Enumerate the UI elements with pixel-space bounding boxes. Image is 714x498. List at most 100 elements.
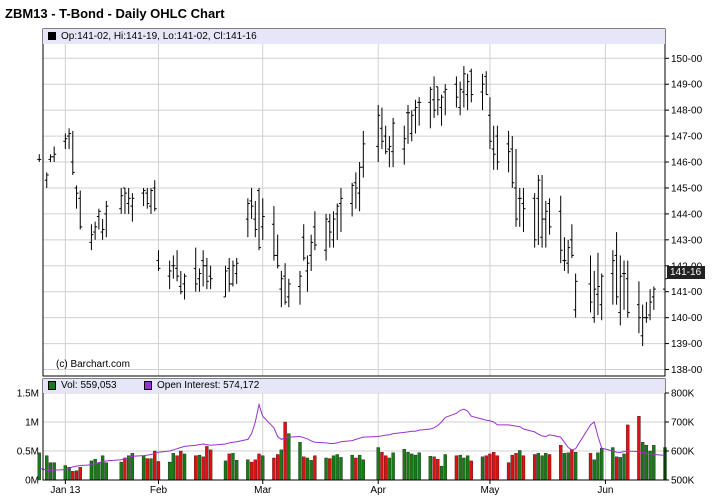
volume-bar: [544, 453, 548, 481]
price-tick-label: 149-00: [671, 80, 703, 91]
volume-bar: [331, 455, 336, 481]
volume-bar: [283, 421, 287, 481]
volume-bar: [48, 462, 53, 481]
volume-bar: [328, 458, 332, 481]
volume-legend-marker: [48, 381, 56, 390]
volume-bar: [570, 449, 574, 481]
volume-bar: [488, 453, 492, 481]
price-tick-label: 146-00: [671, 158, 703, 169]
volume-bar: [119, 461, 123, 481]
volume-bar: [443, 454, 447, 481]
volume-bar: [205, 446, 209, 481]
volume-bar: [428, 456, 433, 481]
volume-bar: [622, 453, 626, 481]
volume-bar: [253, 459, 257, 481]
oi-legend-marker: [144, 381, 152, 390]
volume-bar: [309, 460, 313, 481]
price-panel-frame: [42, 28, 666, 377]
volume-bar: [626, 424, 630, 481]
volume-bar: [596, 452, 600, 481]
price-tick-label: 144-00: [671, 209, 703, 220]
volume-bar: [37, 452, 41, 481]
price-bars: [37, 66, 667, 347]
volume-bar: [458, 454, 462, 481]
date-tick-label: Jan 13: [50, 485, 80, 496]
volume-bar: [417, 452, 421, 481]
volume-bar: [52, 462, 56, 481]
volume-bar: [547, 454, 552, 481]
volume-bar: [387, 457, 392, 481]
price-axis-ticks: 138-00139-00140-00141-00142-00143-00144-…: [665, 54, 703, 376]
volume-bar: [406, 452, 410, 481]
volume-bar: [149, 458, 153, 481]
price-tick-label: 141-00: [671, 287, 703, 298]
volume-legend-band: [43, 379, 665, 393]
chart-title: ZBM13 - T-Bond - Daily OHLC Chart: [5, 6, 225, 21]
volume-bar: [540, 455, 544, 481]
volume-bar: [339, 457, 343, 481]
volume-bar: [223, 460, 228, 481]
volume-bar: [380, 452, 384, 481]
oi-legend: Open Interest: 574,172: [157, 380, 260, 391]
volume-bar: [246, 459, 250, 481]
volume-bar: [484, 455, 488, 481]
volume-bar: [93, 458, 97, 481]
last-price-label: 141-16: [670, 267, 702, 278]
volume-grid: [43, 392, 665, 452]
volume-bar: [644, 445, 649, 481]
volume-bar: [123, 457, 127, 481]
date-axis-ticks: Jan 13 Feb Mar Apr May Jun: [50, 480, 613, 496]
volume-bar: [145, 458, 149, 481]
volume-bar: [402, 449, 406, 481]
volume-bar: [384, 455, 388, 481]
volume-bar: [63, 465, 67, 481]
volume-bar: [376, 447, 380, 481]
volume-bar: [231, 453, 235, 481]
oi-axis-ticks: 500K 600K 700K 800K: [665, 389, 695, 487]
volume-bar: [313, 455, 317, 481]
volume-bar: [413, 454, 418, 481]
volume-bar: [536, 453, 541, 481]
volume-bar: [462, 457, 466, 481]
volume-bar: [465, 455, 470, 481]
volume-bar: [573, 452, 578, 481]
volume-bar: [637, 416, 641, 481]
volume-bar: [410, 453, 414, 481]
volume-bar: [167, 461, 172, 481]
price-tick-label: 139-00: [671, 339, 703, 350]
date-tick-label: Feb: [150, 485, 168, 496]
volume-bar: [130, 453, 135, 481]
volume-bar: [652, 445, 656, 481]
volume-bar: [480, 456, 485, 481]
volume-bar: [182, 453, 187, 481]
volume-bar: [592, 459, 596, 481]
price-tick-label: 145-00: [671, 183, 703, 194]
volume-bar: [275, 454, 280, 481]
volume-bar: [618, 457, 622, 481]
ohlc-legend-marker: [48, 32, 56, 40]
volume-bar: [156, 461, 161, 481]
volume-bar: [171, 453, 176, 481]
volume-bar: [454, 455, 459, 481]
volume-bar: [235, 460, 239, 481]
x-grid: [64, 44, 606, 480]
volume-bar: [506, 462, 511, 481]
copyright-label: (c) Barchart.com: [56, 359, 130, 370]
volume-legend: Vol: 559,053: [61, 380, 117, 391]
volume-bar: [74, 470, 79, 481]
volume-bar: [179, 450, 183, 481]
volume-bar: [648, 450, 652, 481]
volume-bar: [249, 461, 254, 481]
volume-bar: [127, 455, 131, 481]
volume-bar: [141, 455, 146, 481]
volume-bar: [350, 454, 354, 481]
volume-bar: [298, 442, 302, 481]
volume-bar: [257, 453, 261, 481]
volume-bar: [357, 454, 362, 481]
volume-bar: [305, 457, 310, 481]
volume-bar: [611, 447, 615, 481]
volume-bar: [335, 454, 339, 481]
price-tick-label: 150-00: [671, 54, 703, 65]
